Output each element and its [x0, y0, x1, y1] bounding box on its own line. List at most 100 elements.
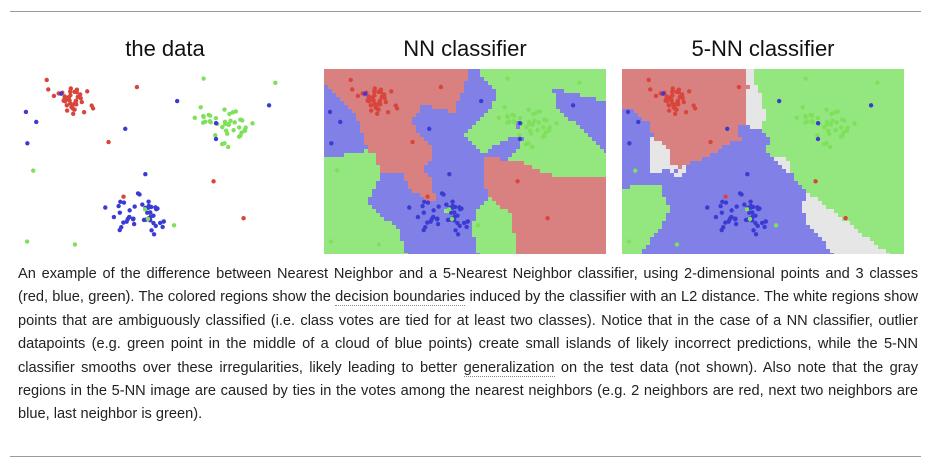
region-cell	[738, 97, 742, 101]
region-cell	[524, 233, 528, 237]
region-cell	[412, 245, 416, 249]
region-cell	[392, 97, 396, 101]
region-cell	[476, 81, 480, 85]
region-cell	[332, 181, 336, 185]
region-cell	[372, 113, 376, 117]
region-cell	[464, 73, 468, 77]
region-cell	[666, 145, 670, 149]
region-cell	[380, 69, 384, 73]
region-cell	[600, 213, 604, 217]
region-cell	[882, 121, 886, 125]
region-cell	[376, 177, 380, 181]
data-point	[68, 93, 73, 98]
region-cell	[564, 173, 568, 177]
region-cell	[682, 85, 686, 89]
region-cell	[412, 165, 416, 169]
region-cell	[662, 73, 666, 77]
region-cell	[416, 141, 420, 145]
region-cell	[584, 129, 588, 133]
region-cell	[448, 133, 452, 137]
region-cell	[324, 173, 328, 177]
region-cell	[576, 113, 580, 117]
region-cell	[360, 197, 364, 201]
region-cell	[572, 137, 576, 141]
region-cell	[472, 221, 476, 225]
region-cell	[548, 133, 552, 137]
region-cell	[548, 81, 552, 85]
region-cell	[344, 93, 348, 97]
region-cell	[512, 169, 516, 173]
region-cell	[858, 129, 862, 133]
region-cell	[814, 141, 818, 145]
region-cell	[596, 213, 600, 217]
region-cell	[444, 185, 448, 189]
region-cell	[488, 121, 492, 125]
region-cell	[364, 241, 368, 245]
region-cell	[830, 85, 834, 89]
region-cell	[512, 201, 516, 205]
region-cell	[488, 221, 492, 225]
region-cell	[540, 253, 544, 254]
region-cell	[432, 93, 436, 97]
region-cell	[488, 213, 492, 217]
region-cell	[464, 177, 468, 181]
region-cell	[898, 121, 902, 125]
region-cell	[492, 133, 496, 137]
region-cell	[580, 105, 584, 109]
region-cell	[500, 173, 504, 177]
region-cell	[592, 125, 596, 129]
region-cell	[556, 77, 560, 81]
region-cell	[754, 97, 758, 101]
region-cell	[714, 109, 718, 113]
region-cell	[568, 117, 572, 121]
region-cell	[496, 245, 500, 249]
region-cell	[348, 249, 352, 253]
region-cell	[762, 73, 766, 77]
region-cell	[568, 221, 572, 225]
region-cell	[516, 125, 520, 129]
region-cell	[392, 161, 396, 165]
region-cell	[452, 73, 456, 77]
region-cell	[766, 137, 770, 141]
region-cell	[408, 165, 412, 169]
region-cell	[596, 117, 600, 121]
region-cell	[460, 245, 464, 249]
data-point	[540, 125, 546, 130]
region-cell	[758, 81, 762, 85]
region-cell	[336, 133, 340, 137]
region-cell	[556, 105, 560, 109]
region-cell	[508, 181, 512, 185]
region-cell	[540, 117, 544, 121]
region-cell	[328, 205, 332, 209]
region-cell	[596, 89, 600, 93]
region-cell	[520, 205, 524, 209]
region-cell	[336, 237, 340, 241]
region-cell	[890, 121, 894, 125]
region-cell	[488, 101, 492, 105]
region-cell	[484, 125, 488, 129]
region-cell	[412, 73, 416, 77]
region-cell	[448, 121, 452, 125]
region-cell	[400, 173, 404, 177]
region-cell	[324, 93, 328, 97]
region-cell	[336, 201, 340, 205]
region-cell	[480, 241, 484, 245]
region-cell	[870, 101, 874, 105]
region-cell	[604, 113, 606, 117]
region-cell	[902, 93, 904, 97]
region-cell	[508, 241, 512, 245]
region-cell	[604, 161, 606, 165]
region-cell	[332, 81, 336, 85]
region-cell	[508, 165, 512, 169]
region-cell	[468, 209, 472, 213]
region-cell	[738, 113, 742, 117]
region-cell	[408, 249, 412, 253]
region-cell	[336, 173, 340, 177]
region-cell	[336, 209, 340, 213]
region-cell	[412, 221, 416, 225]
region-cell	[726, 109, 730, 113]
region-cell	[592, 161, 596, 165]
region-cell	[770, 97, 774, 101]
region-cell	[874, 69, 878, 73]
region-cell	[368, 145, 372, 149]
